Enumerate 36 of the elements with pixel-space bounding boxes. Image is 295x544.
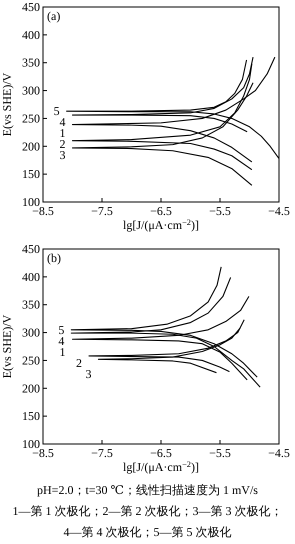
y-axis-title: E(vs SHE)/V <box>0 314 14 378</box>
y-tick-label: 350 <box>22 56 40 70</box>
y-tick-label: 200 <box>22 381 40 396</box>
y-tick-label: 250 <box>22 111 40 126</box>
y-tick-label: 400 <box>22 270 40 284</box>
x-tick-label: −7.5 <box>91 446 113 460</box>
text: 1—第 1 次极化；2—第 2 次极化；3—第 3 次极化； <box>12 504 282 518</box>
y-tick-label: 300 <box>22 326 40 340</box>
y-tick-label: 300 <box>22 84 40 98</box>
x-tick-label: −5.5 <box>209 446 231 460</box>
y-tick-label: 100 <box>22 437 40 451</box>
y-axis-title: E(vs SHE)/V <box>0 72 14 136</box>
y-tick-label: 350 <box>22 298 40 312</box>
x-axis-title: lg[J/(μA·cm$^{−2}$)] <box>122 218 200 232</box>
chart-title: (a) <box>47 9 60 23</box>
x-tick-label: −7.5 <box>91 204 113 218</box>
y-tick-label: 250 <box>22 353 40 368</box>
y-tick-label: 150 <box>22 409 40 424</box>
x-tick-label: −4.5 <box>268 204 290 218</box>
series-label: 5 <box>54 104 60 118</box>
y-tick-label: 450 <box>22 0 40 14</box>
text: pH=2.0；t=30 ℃；线性扫描速度为 1 mV/s <box>37 483 258 497</box>
x-tick-label: −6.5 <box>150 204 172 218</box>
y-tick-label: 150 <box>22 167 40 182</box>
x-tick-label: −5.5 <box>209 204 231 218</box>
series-label: 2 <box>76 356 82 370</box>
chart-title: (b) <box>47 251 61 265</box>
y-tick-label: 100 <box>22 195 40 209</box>
x-axis-title: lg[J/(μA·cm$^{−2}$)] <box>122 460 200 474</box>
text: 4—第 4 次极化；5—第 5 次极化 <box>64 525 232 539</box>
series-label: 3 <box>85 366 92 381</box>
x-tick-label: −6.5 <box>150 446 172 460</box>
y-tick-label: 400 <box>22 28 40 42</box>
y-tick-label: 450 <box>22 242 40 256</box>
y-tick-label: 200 <box>22 139 40 154</box>
x-tick-label: −4.5 <box>268 446 290 460</box>
